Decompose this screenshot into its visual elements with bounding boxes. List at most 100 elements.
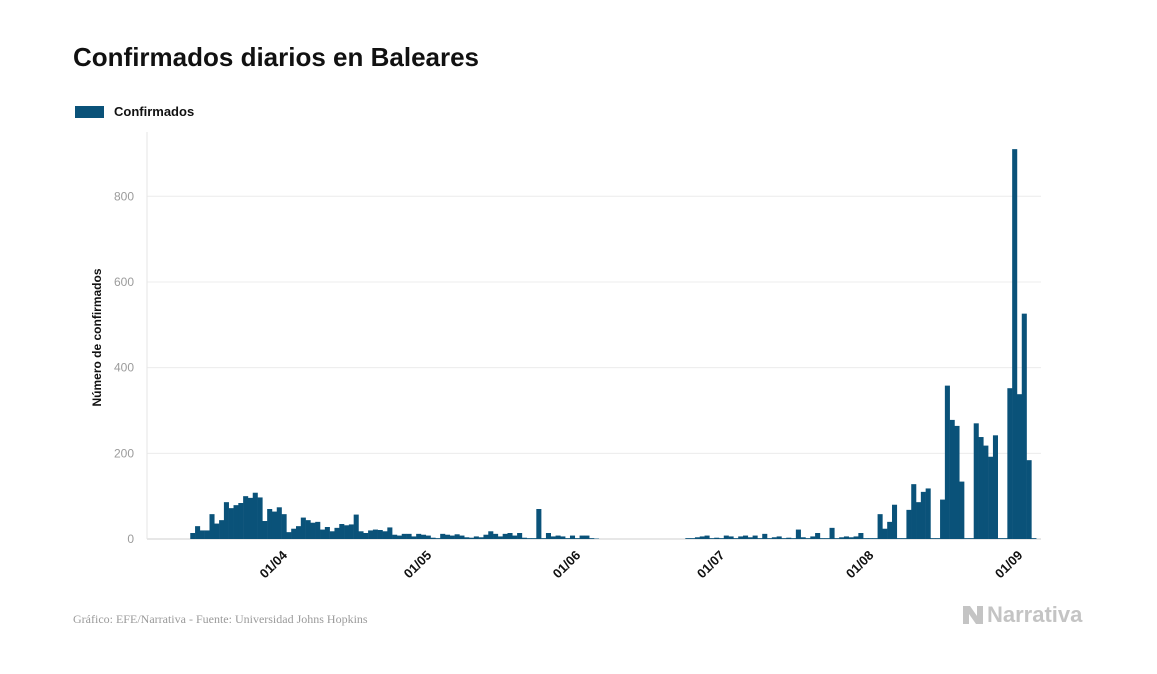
bar bbox=[560, 536, 566, 539]
bar bbox=[199, 530, 205, 539]
bar bbox=[276, 507, 282, 539]
bar bbox=[714, 537, 720, 539]
bar bbox=[1012, 149, 1018, 539]
bar bbox=[747, 537, 753, 539]
y-tick-label: 600 bbox=[114, 275, 134, 289]
bar bbox=[738, 536, 744, 539]
y-axis-title: Número de confirmados bbox=[90, 268, 104, 406]
bar bbox=[195, 526, 201, 539]
bar bbox=[709, 538, 715, 539]
bar bbox=[521, 537, 527, 539]
legend: Confirmados bbox=[75, 104, 194, 119]
bar bbox=[363, 533, 369, 539]
bar bbox=[454, 534, 460, 539]
bar bbox=[517, 533, 523, 539]
bar bbox=[1002, 538, 1008, 539]
bar bbox=[1007, 388, 1013, 539]
bar bbox=[334, 527, 340, 539]
bar bbox=[771, 537, 777, 539]
bar bbox=[550, 536, 556, 539]
bar bbox=[353, 514, 359, 539]
bar bbox=[555, 535, 561, 539]
bar bbox=[271, 511, 278, 539]
bar bbox=[348, 524, 354, 539]
x-tick-label: 01/06 bbox=[550, 548, 584, 582]
bar bbox=[574, 538, 580, 539]
bar bbox=[464, 537, 470, 539]
bar bbox=[791, 538, 797, 539]
bar bbox=[699, 536, 705, 539]
bar bbox=[416, 533, 422, 539]
bar bbox=[853, 536, 859, 539]
bar bbox=[767, 538, 773, 539]
bar bbox=[300, 517, 306, 539]
bar bbox=[411, 536, 417, 539]
bar bbox=[867, 538, 874, 539]
bar bbox=[262, 521, 268, 539]
bar bbox=[392, 534, 398, 539]
bar bbox=[949, 419, 955, 539]
bar bbox=[978, 437, 984, 539]
bar bbox=[469, 537, 475, 539]
bar bbox=[190, 533, 196, 539]
x-tick-label: 01/04 bbox=[257, 547, 291, 581]
bar bbox=[387, 527, 393, 539]
bar bbox=[694, 537, 700, 539]
bar bbox=[776, 536, 782, 539]
chart-title: Confirmados diarios en Baleares bbox=[73, 42, 480, 72]
legend-label: Confirmados bbox=[114, 104, 195, 119]
bar bbox=[565, 538, 571, 539]
bar bbox=[685, 538, 691, 539]
bar bbox=[887, 521, 893, 539]
bar bbox=[459, 535, 465, 539]
source-credit: Gráfico: EFE/Narrativa - Fuente: Univers… bbox=[73, 612, 368, 626]
bar bbox=[795, 529, 801, 539]
bar bbox=[762, 533, 768, 539]
bar bbox=[526, 538, 532, 539]
bar bbox=[238, 503, 244, 539]
bar bbox=[906, 509, 912, 539]
bar bbox=[569, 535, 576, 539]
bar bbox=[536, 509, 542, 539]
bar bbox=[497, 536, 503, 539]
bar bbox=[286, 532, 292, 539]
bar bbox=[877, 514, 883, 539]
bar bbox=[305, 520, 311, 539]
bar bbox=[445, 534, 451, 539]
bar bbox=[296, 526, 302, 539]
bar bbox=[944, 385, 950, 539]
bar bbox=[911, 484, 917, 539]
bar bbox=[541, 538, 547, 539]
bar bbox=[372, 529, 378, 539]
bar bbox=[209, 514, 215, 539]
bar bbox=[1021, 313, 1027, 539]
bar bbox=[204, 530, 210, 539]
x-tick-label: 01/09 bbox=[992, 548, 1026, 582]
bar bbox=[382, 531, 388, 539]
bar bbox=[920, 491, 926, 539]
bar bbox=[1026, 460, 1032, 539]
bar bbox=[964, 538, 970, 539]
bar bbox=[992, 435, 998, 539]
bar bbox=[896, 538, 902, 539]
bar bbox=[396, 535, 402, 539]
bar bbox=[757, 538, 763, 539]
bar bbox=[219, 520, 225, 539]
bar bbox=[281, 514, 287, 539]
bar bbox=[233, 505, 239, 539]
bar bbox=[916, 502, 922, 539]
bar bbox=[1016, 394, 1023, 539]
bar bbox=[247, 497, 253, 539]
y-tick-label: 200 bbox=[114, 446, 134, 460]
bar bbox=[589, 538, 595, 539]
bar bbox=[339, 524, 345, 539]
bar bbox=[377, 530, 383, 539]
bar bbox=[824, 538, 830, 539]
bar bbox=[243, 496, 249, 539]
bar bbox=[829, 527, 835, 539]
bar bbox=[252, 492, 258, 539]
brand-logo: Narrativa bbox=[962, 602, 1082, 628]
bar bbox=[545, 533, 551, 539]
x-tick-label: 01/08 bbox=[843, 548, 877, 582]
